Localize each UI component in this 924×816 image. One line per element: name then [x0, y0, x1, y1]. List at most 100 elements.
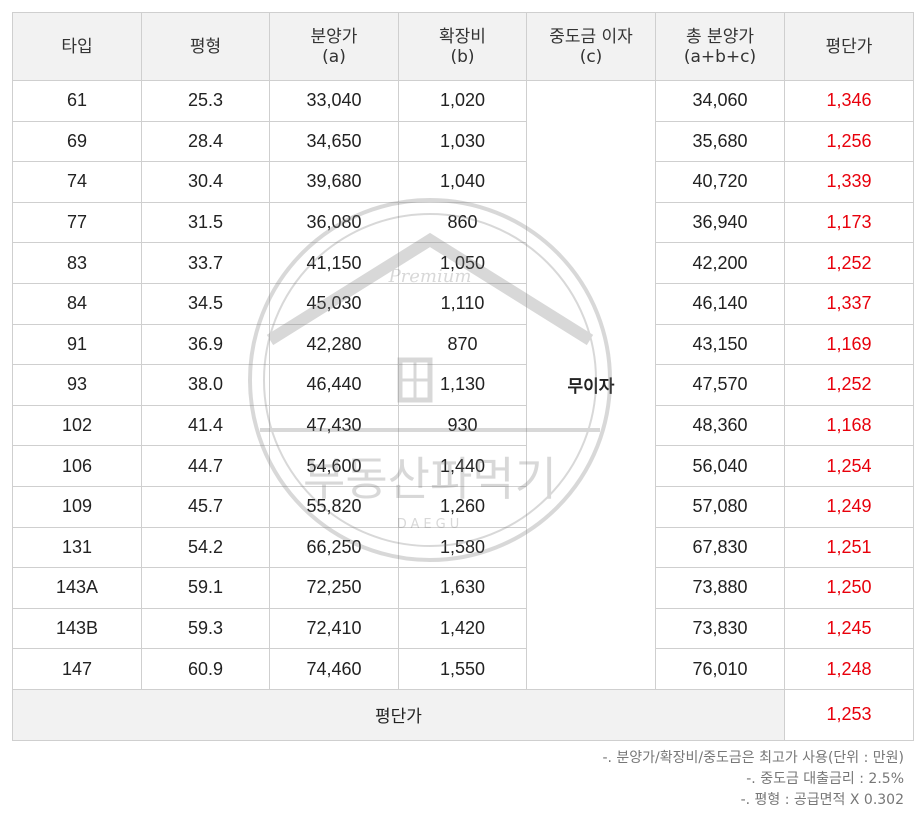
cell-total: 57,080 — [655, 485, 785, 528]
cell-type: 93 — [12, 364, 142, 406]
cell-price: 72,250 — [269, 567, 399, 609]
cell-price: 45,030 — [269, 282, 399, 325]
table-row: 143A 59.1 72,250 1,630 73,880 1,250 — [12, 567, 914, 609]
cell-price: 41,150 — [269, 242, 399, 284]
table-row: 109 45.7 55,820 1,260 57,080 1,249 — [12, 485, 914, 528]
average-label: 평단가 — [12, 688, 785, 741]
cell-expansion: 1,630 — [398, 567, 527, 609]
cell-pyeong: 36.9 — [141, 323, 270, 366]
cell-price: 55,820 — [269, 485, 399, 528]
cell-pyeong: 38.0 — [141, 364, 270, 406]
header-price: 분양가 (a) — [269, 12, 399, 81]
cell-expansion: 860 — [398, 201, 527, 244]
cell-total: 76,010 — [655, 648, 785, 690]
cell-price: 36,080 — [269, 201, 399, 244]
cell-type: 91 — [12, 323, 142, 366]
cell-total: 56,040 — [655, 445, 785, 487]
cell-total: 40,720 — [655, 161, 785, 203]
table-row: 83 33.7 41,150 1,050 42,200 1,252 — [12, 242, 914, 284]
cell-total: 42,200 — [655, 242, 785, 284]
cell-expansion: 1,580 — [398, 526, 527, 569]
footnotes: -. 분양가/확장비/중도금은 최고가 사용(단위 : 만원) -. 중도금 대… — [602, 748, 904, 811]
cell-type: 143B — [12, 607, 142, 650]
cell-per-pyeong: 1,252 — [784, 364, 914, 406]
header-per-pyeong: 평단가 — [784, 12, 914, 81]
cell-total: 48,360 — [655, 404, 785, 447]
table-row: 69 28.4 34,650 1,030 35,680 1,256 — [12, 120, 914, 163]
table-row: 106 44.7 54,600 1,440 56,040 1,254 — [12, 445, 914, 487]
cell-pyeong: 25.3 — [141, 80, 270, 122]
cell-expansion: 1,050 — [398, 242, 527, 284]
cell-type: 83 — [12, 242, 142, 284]
cell-total: 34,060 — [655, 80, 785, 122]
cell-pyeong: 34.5 — [141, 282, 270, 325]
cell-type: 106 — [12, 445, 142, 487]
cell-expansion: 1,040 — [398, 161, 527, 203]
cell-total: 67,830 — [655, 526, 785, 569]
cell-expansion: 1,260 — [398, 485, 527, 528]
table-row: 143B 59.3 72,410 1,420 73,830 1,245 — [12, 607, 914, 650]
cell-price: 33,040 — [269, 80, 399, 122]
cell-per-pyeong: 1,251 — [784, 526, 914, 569]
cell-expansion: 1,550 — [398, 648, 527, 690]
cell-per-pyeong: 1,168 — [784, 404, 914, 447]
cell-per-pyeong: 1,249 — [784, 485, 914, 528]
cell-per-pyeong: 1,346 — [784, 80, 914, 122]
cell-pyeong: 54.2 — [141, 526, 270, 569]
cell-per-pyeong: 1,245 — [784, 607, 914, 650]
cell-expansion: 1,130 — [398, 364, 527, 406]
cell-total: 47,570 — [655, 364, 785, 406]
cell-per-pyeong: 1,252 — [784, 242, 914, 284]
cell-expansion: 1,030 — [398, 120, 527, 163]
cell-price: 34,650 — [269, 120, 399, 163]
cell-expansion: 1,420 — [398, 607, 527, 650]
cell-per-pyeong: 1,169 — [784, 323, 914, 366]
cell-per-pyeong: 1,339 — [784, 161, 914, 203]
table-row: 91 36.9 42,280 870 43,150 1,169 — [12, 323, 914, 366]
header-total: 총 분양가 (a+b+c) — [655, 12, 785, 81]
table-row: 131 54.2 66,250 1,580 67,830 1,251 — [12, 526, 914, 569]
cell-price: 54,600 — [269, 445, 399, 487]
cell-price: 42,280 — [269, 323, 399, 366]
cell-expansion: 1,020 — [398, 80, 527, 122]
table-row: 77 31.5 36,080 860 36,940 1,173 — [12, 201, 914, 244]
average-value: 1,253 — [784, 688, 914, 741]
table-row: 74 30.4 39,680 1,040 40,720 1,339 — [12, 161, 914, 203]
cell-type: 74 — [12, 161, 142, 203]
cell-type: 69 — [12, 120, 142, 163]
cell-total: 43,150 — [655, 323, 785, 366]
cell-pyeong: 31.5 — [141, 201, 270, 244]
cell-pyeong: 59.1 — [141, 567, 270, 609]
cell-pyeong: 45.7 — [141, 485, 270, 528]
cell-pyeong: 60.9 — [141, 648, 270, 690]
footnote-rate: -. 중도금 대출금리 : 2.5% — [746, 771, 904, 787]
price-table: 타입 평형 분양가 (a) 확장비 (b) 중도금 이자 (c) 총 분양가 (a+b+… — [12, 12, 914, 741]
cell-total: 46,140 — [655, 282, 785, 325]
table-row: 93 38.0 46,440 1,130 47,570 1,252 — [12, 364, 914, 406]
footnote-unit: -. 분양가/확장비/중도금은 최고가 사용(단위 : 만원) — [602, 750, 904, 766]
header-interest: 중도금 이자 (c) — [526, 12, 656, 81]
header-pyeong: 평형 — [141, 12, 270, 81]
cell-per-pyeong: 1,256 — [784, 120, 914, 163]
cell-per-pyeong: 1,248 — [784, 648, 914, 690]
table-row: 102 41.4 47,430 930 48,360 1,168 — [12, 404, 914, 447]
cell-type: 102 — [12, 404, 142, 447]
cell-type: 84 — [12, 282, 142, 325]
average-row: 평단가 1,253 — [12, 688, 914, 741]
header-type: 타입 — [12, 12, 142, 81]
table-row: 147 60.9 74,460 1,550 76,010 1,248 — [12, 648, 914, 690]
cell-pyeong: 41.4 — [141, 404, 270, 447]
header-row: 타입 평형 분양가 (a) 확장비 (b) 중도금 이자 (c) 총 분양가 (a+b+… — [12, 12, 914, 81]
cell-pyeong: 30.4 — [141, 161, 270, 203]
cell-price: 66,250 — [269, 526, 399, 569]
cell-type: 147 — [12, 648, 142, 690]
cell-expansion: 930 — [398, 404, 527, 447]
table-row: 84 34.5 45,030 1,110 46,140 1,337 — [12, 282, 914, 325]
cell-total: 73,830 — [655, 607, 785, 650]
cell-expansion: 870 — [398, 323, 527, 366]
cell-pyeong: 59.3 — [141, 607, 270, 650]
cell-price: 39,680 — [269, 161, 399, 203]
cell-type: 77 — [12, 201, 142, 244]
cell-interest: 무이자 — [526, 80, 656, 690]
table-body: 61 25.3 33,040 1,020 무이자 34,060 1,346 69 28.4 34,… — [12, 80, 914, 741]
